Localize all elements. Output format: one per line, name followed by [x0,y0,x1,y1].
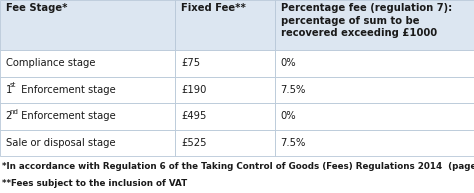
FancyBboxPatch shape [275,50,474,77]
FancyBboxPatch shape [0,77,175,103]
Text: nd: nd [9,109,18,115]
Text: Fee Stage*: Fee Stage* [6,3,67,13]
Text: 7.5%: 7.5% [281,85,306,95]
FancyBboxPatch shape [0,50,175,77]
Text: **Fees subject to the inclusion of VAT: **Fees subject to the inclusion of VAT [2,179,188,188]
FancyBboxPatch shape [175,0,275,50]
FancyBboxPatch shape [175,130,275,156]
Text: 0%: 0% [281,58,296,68]
FancyBboxPatch shape [275,130,474,156]
Text: Enforcement stage: Enforcement stage [18,85,116,95]
FancyBboxPatch shape [175,50,275,77]
Text: Fixed Fee**: Fixed Fee** [181,3,246,13]
FancyBboxPatch shape [0,0,175,50]
Text: £495: £495 [181,112,207,121]
FancyBboxPatch shape [0,130,175,156]
Text: £525: £525 [181,138,207,148]
Text: 1: 1 [6,85,12,95]
Text: 0%: 0% [281,112,296,121]
Text: Compliance stage: Compliance stage [6,58,95,68]
Text: £190: £190 [181,85,207,95]
FancyBboxPatch shape [175,103,275,130]
Text: Sale or disposal stage: Sale or disposal stage [6,138,115,148]
Text: 7.5%: 7.5% [281,138,306,148]
FancyBboxPatch shape [275,103,474,130]
FancyBboxPatch shape [0,103,175,130]
FancyBboxPatch shape [275,0,474,50]
FancyBboxPatch shape [175,77,275,103]
Text: Enforcement stage: Enforcement stage [18,112,116,121]
Text: st: st [9,82,16,88]
Text: Percentage fee (regulation 7):
percentage of sum to be
recovered exceeding £1000: Percentage fee (regulation 7): percentag… [281,3,452,38]
Text: 2: 2 [6,112,12,121]
Text: *In accordance with Regulation 6 of the Taking Control of Goods (Fees) Regulatio: *In accordance with Regulation 6 of the … [2,162,474,171]
FancyBboxPatch shape [275,77,474,103]
Text: £75: £75 [181,58,200,68]
